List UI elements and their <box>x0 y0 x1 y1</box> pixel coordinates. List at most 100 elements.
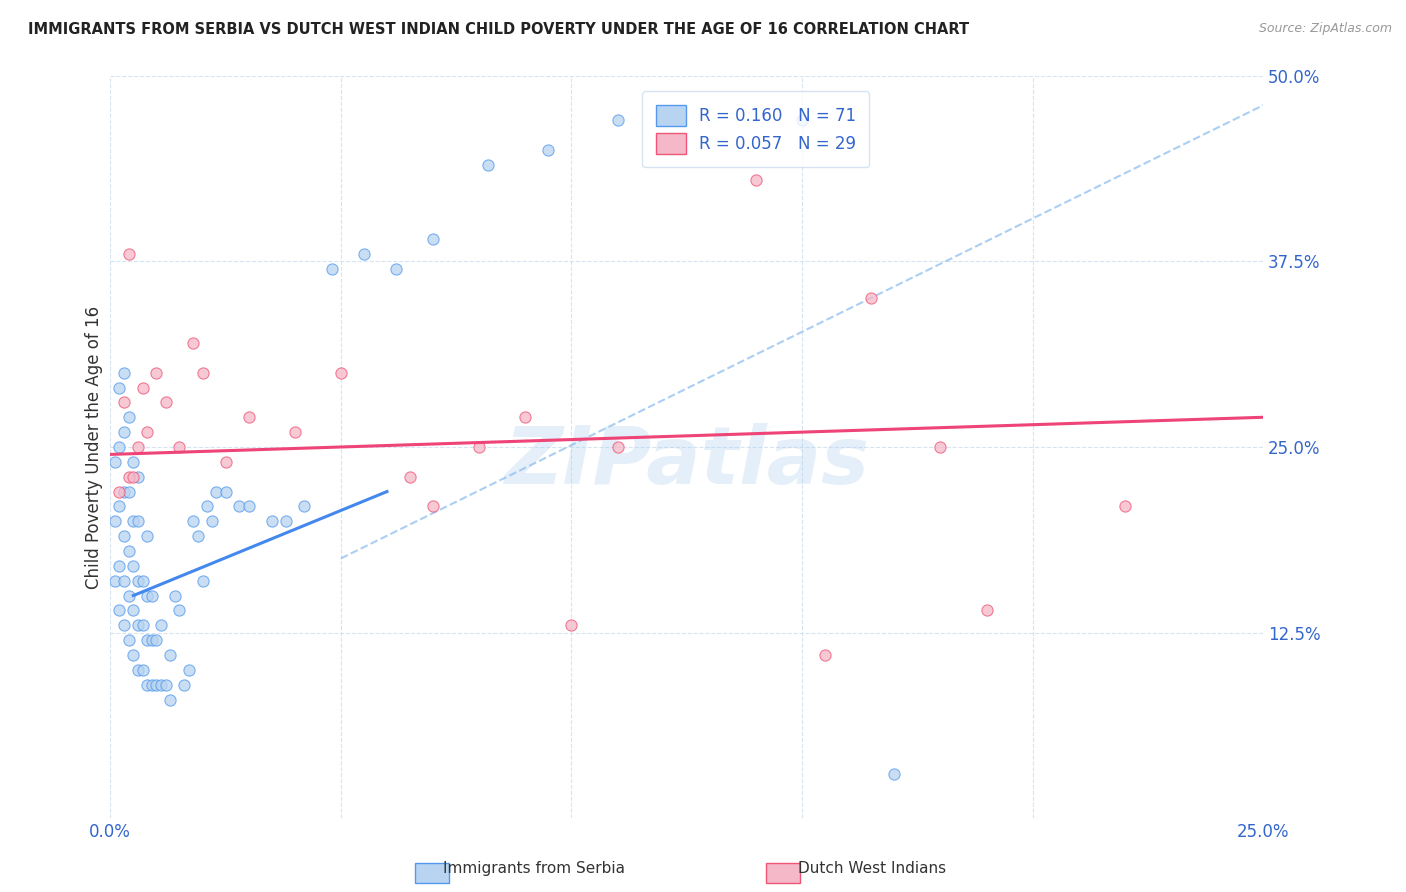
Point <box>108 558 131 573</box>
Point <box>169 440 191 454</box>
Point <box>141 678 163 692</box>
Point <box>150 618 173 632</box>
Point <box>228 500 250 514</box>
Point <box>108 440 131 454</box>
Point <box>118 410 141 425</box>
Point <box>515 410 537 425</box>
Text: Source: ZipAtlas.com: Source: ZipAtlas.com <box>1258 22 1392 36</box>
Point <box>145 633 167 648</box>
Point <box>131 663 153 677</box>
Point <box>477 158 499 172</box>
Point <box>112 484 135 499</box>
Point <box>118 247 141 261</box>
Point <box>118 589 141 603</box>
Legend: R = 0.160   N = 71, R = 0.057   N = 29: R = 0.160 N = 71, R = 0.057 N = 29 <box>643 91 869 168</box>
Point <box>1114 500 1136 514</box>
Point <box>127 469 149 483</box>
Point <box>745 172 768 186</box>
Point <box>976 603 998 617</box>
Point <box>181 336 204 351</box>
Point <box>284 425 307 439</box>
Point <box>173 678 195 692</box>
Point <box>104 455 127 469</box>
Point <box>205 484 228 499</box>
Point <box>131 380 153 394</box>
Point <box>122 648 145 662</box>
Point <box>560 618 582 632</box>
Point <box>104 514 127 528</box>
Point <box>321 261 343 276</box>
Point <box>145 366 167 380</box>
Point <box>108 603 131 617</box>
Point <box>145 678 167 692</box>
Point <box>127 618 149 632</box>
Point <box>122 603 145 617</box>
Point <box>790 113 813 128</box>
Point <box>155 678 177 692</box>
Point <box>127 574 149 588</box>
Point <box>883 767 905 781</box>
Point <box>131 574 153 588</box>
Point <box>214 484 236 499</box>
Point <box>159 648 181 662</box>
Point <box>150 678 173 692</box>
Point <box>118 544 141 558</box>
Point <box>136 678 159 692</box>
Point <box>537 143 560 157</box>
Point <box>468 440 491 454</box>
Point <box>155 395 177 409</box>
Point <box>122 558 145 573</box>
Point <box>136 529 159 543</box>
Point <box>177 663 200 677</box>
Point <box>860 292 883 306</box>
Point <box>214 455 236 469</box>
Point <box>195 500 218 514</box>
Point <box>422 232 444 246</box>
Point <box>422 500 444 514</box>
Point <box>127 663 149 677</box>
Point <box>136 589 159 603</box>
Text: IMMIGRANTS FROM SERBIA VS DUTCH WEST INDIAN CHILD POVERTY UNDER THE AGE OF 16 CO: IMMIGRANTS FROM SERBIA VS DUTCH WEST IND… <box>28 22 969 37</box>
Point <box>260 514 283 528</box>
Point <box>108 500 131 514</box>
Point <box>163 589 186 603</box>
Point <box>385 261 408 276</box>
Point <box>122 514 145 528</box>
Point <box>238 410 260 425</box>
Point <box>181 514 204 528</box>
Point <box>238 500 260 514</box>
Point <box>127 514 149 528</box>
Point <box>292 500 315 514</box>
Point <box>112 395 135 409</box>
Point <box>929 440 952 454</box>
Point <box>112 425 135 439</box>
Point <box>274 514 297 528</box>
Point <box>191 574 214 588</box>
Point <box>136 425 159 439</box>
Point <box>187 529 209 543</box>
Point <box>399 469 422 483</box>
Point <box>108 380 131 394</box>
Point <box>159 692 181 706</box>
Point <box>112 618 135 632</box>
Point <box>104 574 127 588</box>
Point <box>122 469 145 483</box>
Point <box>191 366 214 380</box>
Text: ZIPatlas: ZIPatlas <box>505 423 869 500</box>
Point <box>606 440 628 454</box>
Point <box>169 603 191 617</box>
Point <box>118 469 141 483</box>
Point <box>112 366 135 380</box>
Point <box>141 633 163 648</box>
Point <box>127 440 149 454</box>
Point <box>122 455 145 469</box>
Point <box>606 113 628 128</box>
Y-axis label: Child Poverty Under the Age of 16: Child Poverty Under the Age of 16 <box>86 305 103 589</box>
Point <box>353 247 375 261</box>
Point <box>136 633 159 648</box>
Text: Dutch West Indians: Dutch West Indians <box>797 861 946 876</box>
Point <box>118 633 141 648</box>
Point <box>112 574 135 588</box>
Point <box>118 484 141 499</box>
Point <box>141 589 163 603</box>
